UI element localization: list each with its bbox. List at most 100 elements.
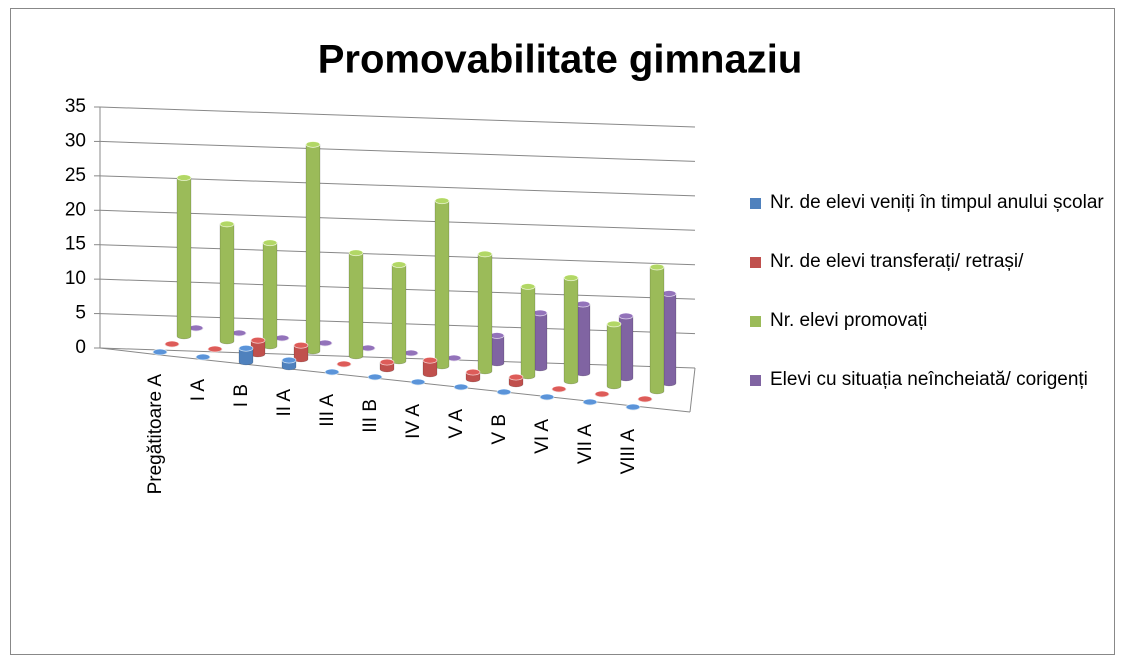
bar-body (176, 177, 192, 340)
bar (262, 239, 278, 350)
bar-top (336, 360, 352, 368)
grid-line (99, 106, 696, 128)
legend-item: Nr. de elevi transferați/ retrași/ (750, 247, 1110, 277)
x-tick-label: VII A (575, 424, 596, 464)
x-tick-label: VIII A (618, 429, 639, 475)
x-tick-label: V A (446, 409, 467, 439)
x-tick-label: I A (188, 379, 209, 402)
bar (391, 261, 407, 365)
y-tick-label: 0 (75, 337, 86, 358)
x-tick-label: I B (231, 384, 252, 407)
bar-top (434, 197, 450, 205)
bar-body (305, 144, 321, 355)
y-tick-label: 35 (65, 96, 86, 117)
x-tick-label: V B (489, 414, 510, 445)
bar (410, 378, 426, 386)
bar-top (262, 239, 278, 247)
bar-top (348, 249, 364, 257)
bar-body (348, 252, 364, 360)
bar (508, 373, 524, 388)
bar-top (618, 312, 634, 320)
bar (453, 383, 469, 391)
bar-top (324, 368, 340, 376)
legend-swatch (750, 198, 761, 209)
bar-top (582, 398, 598, 406)
bar-top (594, 390, 610, 398)
legend-label: Nr. elevi promovați (770, 310, 928, 331)
bar-top (606, 320, 622, 328)
bar-top (453, 383, 469, 391)
bar (625, 403, 641, 411)
bar-body (262, 242, 278, 350)
x-tick-label: VI A (532, 419, 553, 454)
bar-top (563, 274, 579, 282)
bar-top (508, 373, 524, 381)
bar-top (176, 174, 192, 182)
x-tick-label: III A (317, 394, 338, 427)
x-tick-label: III B (360, 399, 381, 433)
bar-top (625, 403, 641, 411)
bar (293, 341, 309, 363)
bar (195, 353, 211, 361)
bar (274, 334, 290, 342)
chart-title: Promovabilitate gimnaziu (318, 38, 803, 82)
legend-swatch (750, 316, 761, 327)
bar (637, 395, 653, 403)
bar (207, 345, 223, 353)
bar-top (637, 395, 653, 403)
y-tick-label: 5 (75, 303, 86, 324)
bar-top (152, 348, 168, 356)
bar-body (563, 277, 579, 385)
bar-top (164, 340, 180, 348)
bar (520, 283, 536, 380)
legend-item: Nr. elevi promovați (750, 306, 1110, 336)
bar-body (477, 253, 493, 375)
bar-top (391, 261, 407, 269)
bar (176, 174, 192, 340)
bar (606, 320, 622, 390)
bar-top (649, 263, 665, 271)
bar-top (238, 344, 254, 352)
legend-swatch (750, 375, 761, 386)
bar (446, 354, 462, 362)
bar-top (219, 220, 235, 228)
bar (532, 309, 548, 372)
bar-top (410, 378, 426, 386)
x-tick-label: II A (274, 389, 295, 417)
bar-body (391, 264, 407, 365)
bar (219, 220, 235, 345)
grid-line (99, 244, 696, 266)
bar (164, 340, 180, 348)
bar-top (250, 336, 266, 344)
legend-label: Nr. de elevi veniți în timpul anului șco… (770, 192, 1104, 213)
bar-top (539, 393, 555, 401)
bar (477, 250, 493, 375)
bar (336, 360, 352, 368)
legend-swatch (750, 257, 761, 268)
bar (539, 393, 555, 401)
y-tick-label: 20 (65, 199, 86, 220)
bar (496, 388, 512, 396)
legend-label: Nr. de elevi transferați/ retrași/ (770, 251, 1024, 272)
bar (348, 249, 364, 360)
bar-top (551, 385, 567, 393)
bar (434, 197, 450, 370)
bar-top (422, 356, 438, 364)
y-tick-label: 15 (65, 234, 86, 255)
grid-line (99, 140, 696, 162)
bar (360, 344, 376, 352)
bar (152, 348, 168, 356)
bar-top (305, 141, 321, 148)
legend-label: Elevi cu situația neîncheiată/ corigenți (770, 369, 1088, 390)
floor-edge (689, 367, 696, 413)
bar-body (219, 223, 235, 345)
bar-top (520, 283, 536, 290)
legend: Nr. de elevi veniți în timpul anului șco… (750, 188, 1110, 424)
bar (324, 368, 340, 376)
bar-body (606, 323, 622, 390)
bar (489, 332, 505, 367)
chart-frame (10, 8, 1115, 655)
bar (281, 356, 297, 371)
